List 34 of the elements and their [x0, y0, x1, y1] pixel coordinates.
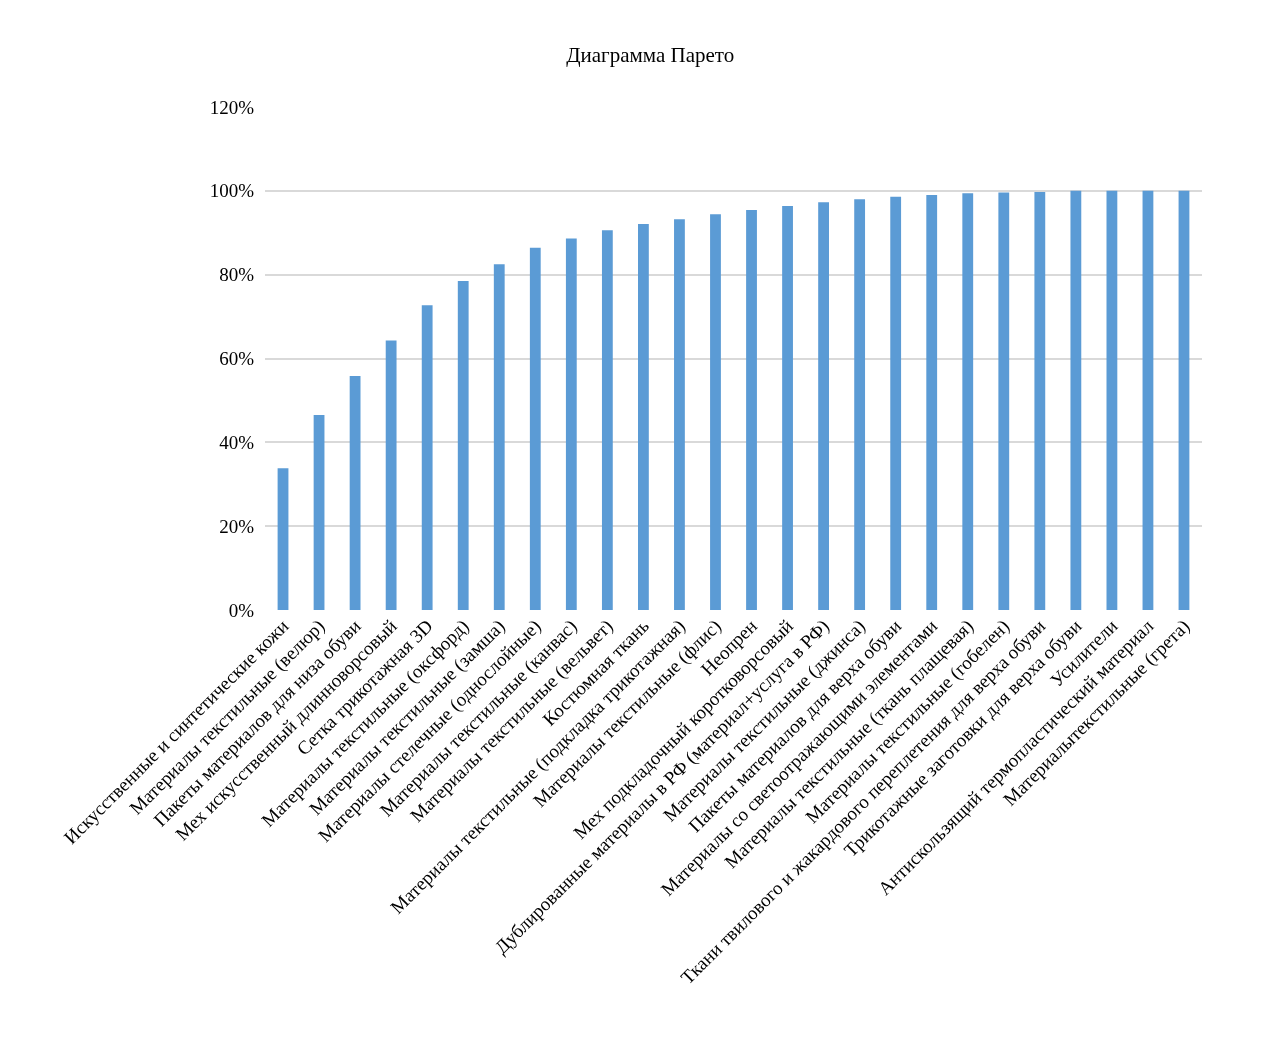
y-tick-label: 80%: [219, 264, 255, 286]
bar: [638, 223, 649, 610]
bar: [457, 280, 469, 610]
bar: [601, 230, 613, 610]
y-tick-label: 40%: [219, 431, 255, 453]
bar: [998, 192, 1010, 610]
bar: [565, 238, 577, 610]
bar: [529, 247, 541, 610]
y-tick-label: 60%: [219, 348, 255, 370]
bar: [782, 205, 793, 610]
bar: [1106, 190, 1118, 610]
bar: [674, 219, 685, 610]
bar: [493, 264, 505, 610]
y-tick-label: 20%: [219, 515, 255, 537]
bar: [1142, 190, 1154, 610]
y-tick-label: 100%: [209, 180, 255, 202]
bar: [313, 415, 325, 610]
bar: [962, 193, 974, 610]
y-tick-label: 120%: [209, 96, 255, 118]
bar: [854, 199, 866, 610]
bar: [385, 340, 397, 610]
bar: [1178, 190, 1190, 610]
bar: [746, 210, 757, 610]
bar: [1070, 190, 1082, 610]
bar: [349, 376, 361, 610]
bar: [710, 214, 721, 610]
chart-title: Диаграмма Парето: [566, 43, 735, 68]
bar: [277, 468, 289, 610]
y-tick-label: 0%: [228, 599, 255, 621]
bar: [818, 202, 829, 610]
bar: [1034, 192, 1046, 610]
bar: [890, 196, 902, 610]
bar: [421, 305, 433, 610]
bar: [926, 195, 938, 610]
